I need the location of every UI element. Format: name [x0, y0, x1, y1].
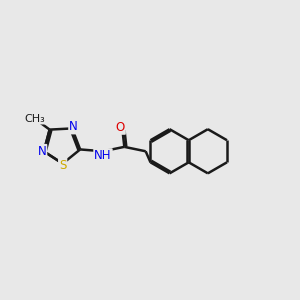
Text: NH: NH	[94, 149, 112, 162]
Text: CH₃: CH₃	[25, 114, 45, 124]
Text: S: S	[59, 159, 66, 172]
Text: O: O	[116, 121, 125, 134]
Text: N: N	[69, 121, 78, 134]
Text: N: N	[38, 145, 46, 158]
